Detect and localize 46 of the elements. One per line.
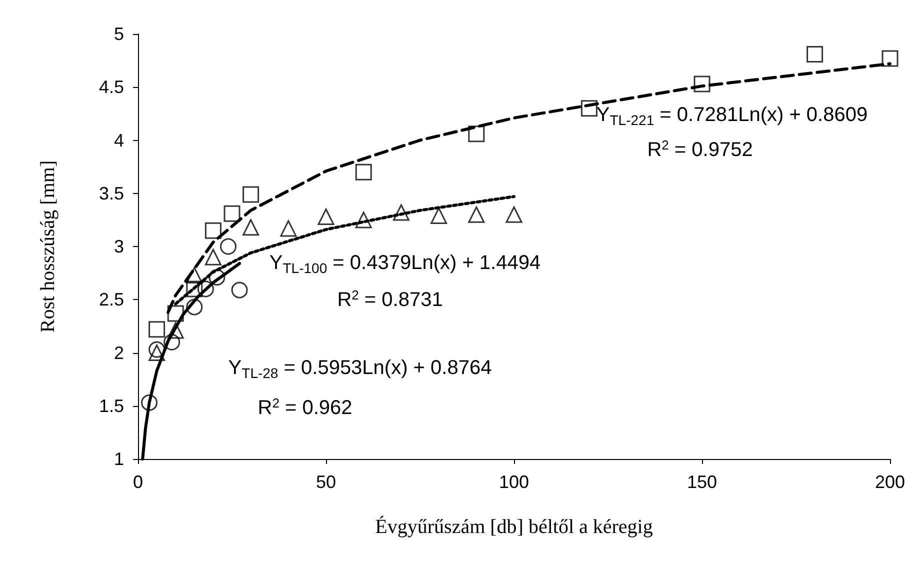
y-axis-title: Rost hosszúság [mm]: [37, 160, 59, 333]
point: [506, 206, 522, 223]
point: [242, 186, 260, 203]
point: [167, 322, 184, 339]
x-tick-label: 150: [686, 472, 718, 492]
point: [141, 394, 158, 411]
x-tick-label: 200: [874, 472, 906, 492]
point: [806, 46, 824, 62]
y-tick-label: 3.5: [98, 183, 124, 204]
point: [242, 219, 260, 236]
point: [220, 238, 236, 255]
x-tick-label: 100: [498, 472, 530, 492]
point: [164, 334, 180, 350]
point: [430, 207, 448, 224]
point: [148, 344, 166, 361]
point: [468, 126, 485, 142]
x-tick-label: 0: [132, 472, 144, 492]
y-tick-label: 1.5: [98, 396, 124, 416]
point: [280, 220, 297, 237]
point: [580, 100, 598, 117]
y-tick-label: 2: [114, 342, 124, 363]
point: [204, 222, 222, 239]
point: [882, 50, 898, 67]
point: [148, 321, 166, 338]
point: [468, 206, 485, 223]
point: [224, 205, 240, 222]
point: [318, 208, 334, 225]
point: [148, 341, 166, 358]
y-tick-label: 1: [114, 449, 124, 469]
x-axis-title: Évgyűrűszám [db] béltől a kéregig: [375, 515, 653, 538]
y-tick-label: 2.5: [98, 290, 124, 310]
point: [355, 212, 372, 228]
point: [694, 76, 710, 92]
point: [197, 280, 214, 298]
y-tick-label: 3: [114, 236, 124, 256]
y-tick-label: 4.5: [98, 77, 124, 98]
point: [186, 280, 203, 298]
point: [167, 305, 184, 322]
point: [204, 248, 222, 266]
x-tick-label: 50: [316, 472, 336, 492]
y-tick-label: 5: [114, 24, 124, 44]
point: [186, 298, 203, 316]
point: [355, 164, 372, 180]
point: [231, 282, 248, 298]
point: [392, 204, 410, 221]
y-tick-label: 4: [114, 130, 124, 150]
